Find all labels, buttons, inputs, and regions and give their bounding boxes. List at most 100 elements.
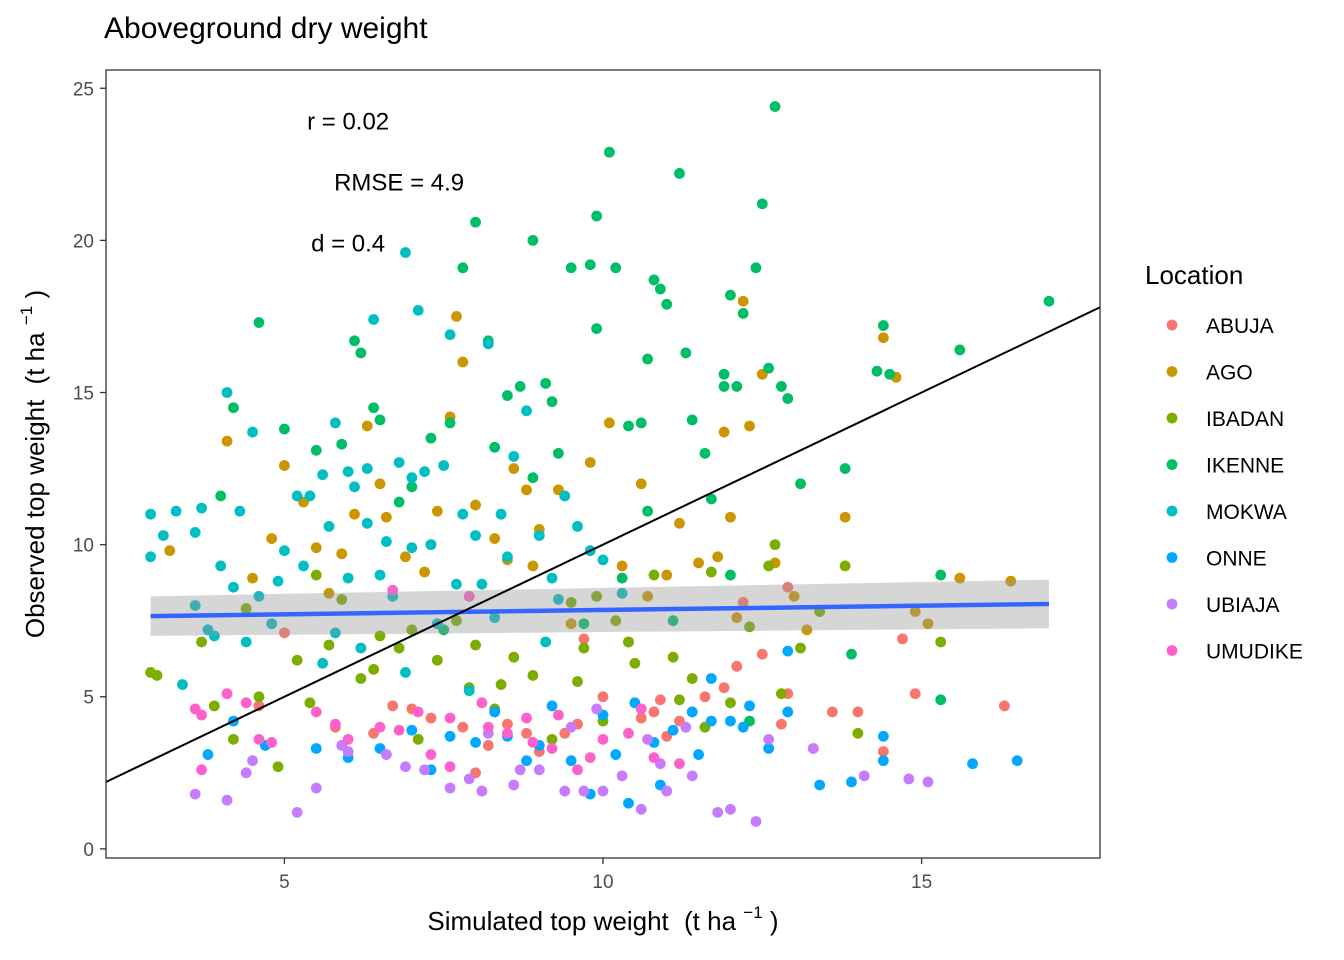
point-onne-11	[565, 755, 577, 767]
legend: Location ABUJA AGO IBADAN IKENNE MOKWA ONNE UB…	[1145, 260, 1303, 664]
point-ubiaja-33	[240, 767, 252, 779]
point-umudike-27	[635, 703, 647, 715]
point-ikenne-66	[368, 402, 380, 414]
point-ikenne-53	[935, 694, 947, 706]
point-onne-21	[763, 743, 775, 754]
point-ago-6	[310, 542, 322, 554]
point-ago-1	[221, 435, 233, 447]
point-onne-18	[705, 715, 717, 727]
point-ubiaja-34	[642, 733, 654, 745]
point-ikenne-44	[782, 393, 794, 404]
point-mokwa-17	[291, 490, 303, 502]
y-tick-label-10: 10	[73, 536, 94, 557]
point-mokwa-59	[463, 685, 475, 697]
point-ikenne-13	[470, 216, 481, 228]
y-axis-title: Observed top weight (t ha −1 )	[8, 290, 50, 638]
point-ubiaja-3	[291, 806, 303, 818]
point-abuja-22	[877, 746, 889, 757]
point-ikenne-24	[603, 146, 615, 158]
regression-ci-band	[150, 579, 1050, 636]
point-onne-27	[1011, 755, 1023, 767]
point-ikenne-31	[661, 298, 673, 310]
point-onne-36	[737, 721, 749, 733]
point-ibadan-19	[546, 733, 558, 745]
point-mokwa-23	[349, 481, 360, 493]
point-ikenne-46	[839, 463, 851, 474]
point-abuja-5	[457, 721, 469, 733]
point-ubiaja-13	[578, 785, 590, 797]
point-ibadan-45	[623, 636, 634, 648]
point-mokwa-31	[419, 466, 430, 478]
point-ikenne-69	[725, 289, 736, 301]
point-ubiaja-1	[221, 794, 233, 806]
point-ibadan-15	[470, 639, 481, 651]
point-mokwa-43	[559, 490, 571, 502]
point-umudike-19	[623, 727, 634, 739]
legend-label-ubiaja: UBIAJA	[1206, 594, 1280, 617]
point-ubiaja-7	[419, 764, 430, 776]
point-ikenne-5	[336, 438, 348, 450]
point-umudike-7	[342, 733, 354, 745]
point-ubiaja-36	[680, 721, 692, 733]
y-axis-unit-exponent: −1	[17, 306, 36, 325]
point-ikenne-2	[253, 317, 265, 328]
point-umudike-2	[196, 764, 207, 776]
point-ago-13	[451, 311, 462, 322]
point-onne-24	[846, 776, 857, 788]
point-ibadan-38	[769, 539, 781, 551]
point-ibadan-32	[776, 688, 787, 700]
point-mokwa-13	[247, 426, 258, 438]
point-ubiaja-18	[686, 770, 698, 782]
point-ubiaja-9	[476, 785, 488, 797]
point-ibadan-14	[451, 615, 462, 627]
point-ibadan-31	[763, 560, 775, 572]
point-ibadan-7	[310, 569, 322, 581]
point-umudike-1	[196, 709, 207, 721]
point-onne-29	[705, 673, 717, 684]
point-ago-50	[712, 551, 724, 563]
point-ikenne-40	[756, 198, 768, 210]
point-ago-49	[642, 590, 654, 602]
point-umudike-24	[444, 761, 456, 773]
point-mokwa-25	[368, 314, 380, 325]
point-ubiaja-21	[750, 816, 762, 827]
point-ikenne-27	[635, 417, 647, 429]
point-umudike-5	[266, 736, 278, 748]
y-axis-unit-close: )	[20, 290, 50, 299]
point-abuja-7	[502, 718, 513, 730]
point-ikenne-4	[310, 444, 322, 456]
point-ikenne-68	[718, 381, 730, 392]
point-ago-15	[470, 499, 481, 511]
point-ikenne-17	[527, 234, 539, 246]
point-ikenne-6	[349, 335, 360, 347]
x-tick-label-15: 15	[911, 872, 932, 893]
point-mokwa-42	[546, 572, 558, 584]
point-abuja-35	[654, 694, 666, 706]
point-ibadan-12	[412, 733, 424, 745]
point-umudike-10	[412, 706, 424, 718]
point-ikenne-35	[705, 493, 717, 505]
point-mokwa-62	[240, 636, 252, 648]
point-ikenne-45	[795, 478, 806, 490]
point-ikenne-32	[674, 168, 685, 179]
x-tick-label-10: 10	[592, 872, 613, 893]
point-ibadan-51	[240, 603, 252, 614]
point-ago-40	[1005, 575, 1017, 587]
point-ibadan-47	[591, 590, 603, 602]
point-mokwa-35	[457, 508, 469, 520]
legend-key-ubiaja	[1166, 598, 1178, 610]
point-ikenne-51	[954, 344, 966, 356]
point-ikenne-10	[425, 432, 437, 444]
legend-label-ibadan: IBADAN	[1206, 408, 1284, 431]
point-onne-19	[725, 715, 736, 727]
point-ibadan-30	[744, 621, 755, 633]
point-ibadan-13	[431, 654, 443, 666]
point-ikenne-50	[935, 569, 947, 581]
point-abuja-14	[699, 691, 711, 703]
point-abuja-26	[782, 581, 794, 593]
point-ago-38	[922, 618, 934, 630]
point-umudike-11	[444, 712, 456, 724]
point-ikenne-33	[680, 347, 692, 359]
point-ago-45	[419, 566, 430, 578]
